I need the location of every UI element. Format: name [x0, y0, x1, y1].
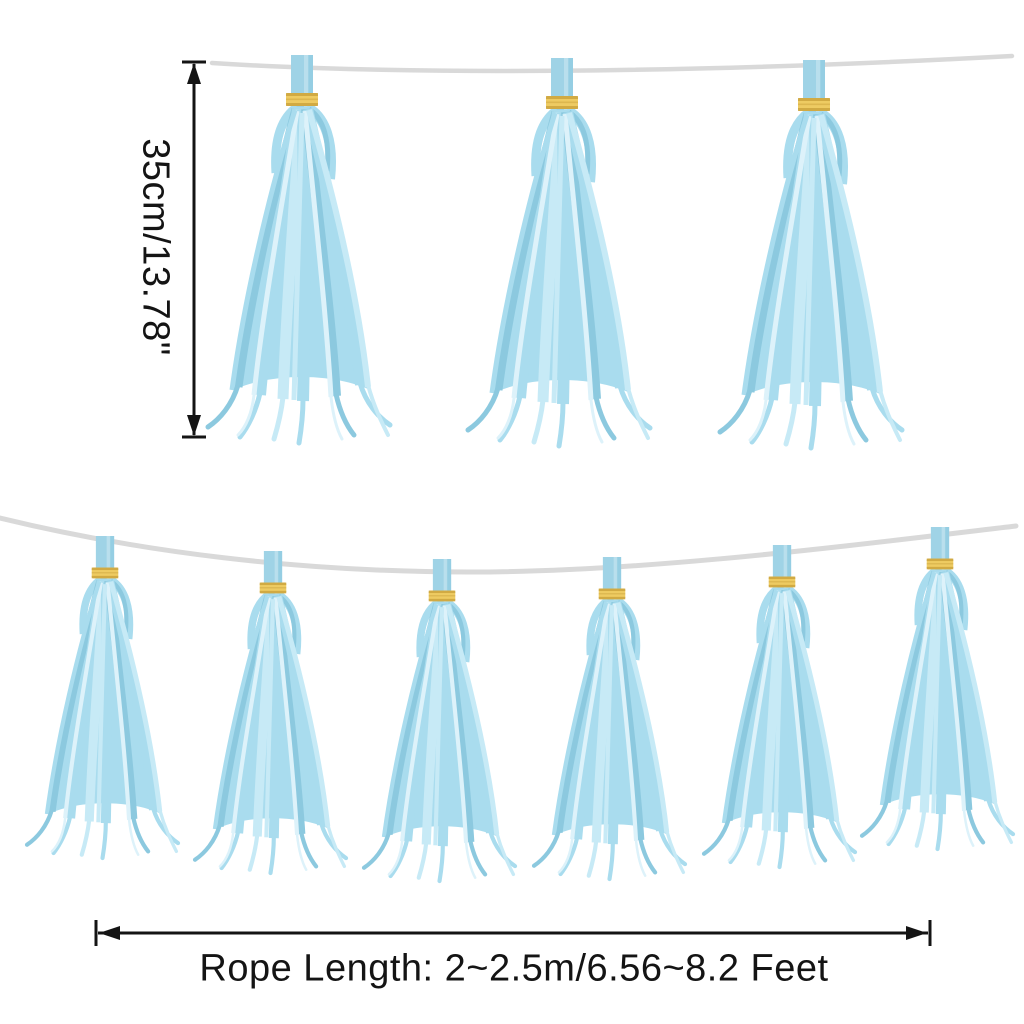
tassel [704, 545, 855, 867]
garland-string-bottom [0, 515, 1019, 575]
tassel [195, 551, 346, 873]
tassel-row-bottom [27, 527, 1013, 881]
tassel [468, 58, 650, 446]
tassel [208, 55, 390, 443]
tassel-row-top [208, 55, 902, 448]
garland-string-top [209, 53, 1015, 74]
tassel [534, 557, 685, 879]
tassel [364, 559, 515, 881]
rope-length-label: Rope Length: 2~2.5m/6.56~8.2 Feet [199, 947, 829, 990]
tassel [27, 536, 178, 858]
tassel [862, 527, 1013, 849]
height-dimension-arrow [182, 60, 206, 439]
tassel-height-label: 35cm/13.78" [134, 138, 177, 356]
rope-length-dimension-arrow [94, 920, 932, 946]
tassel [720, 60, 902, 448]
